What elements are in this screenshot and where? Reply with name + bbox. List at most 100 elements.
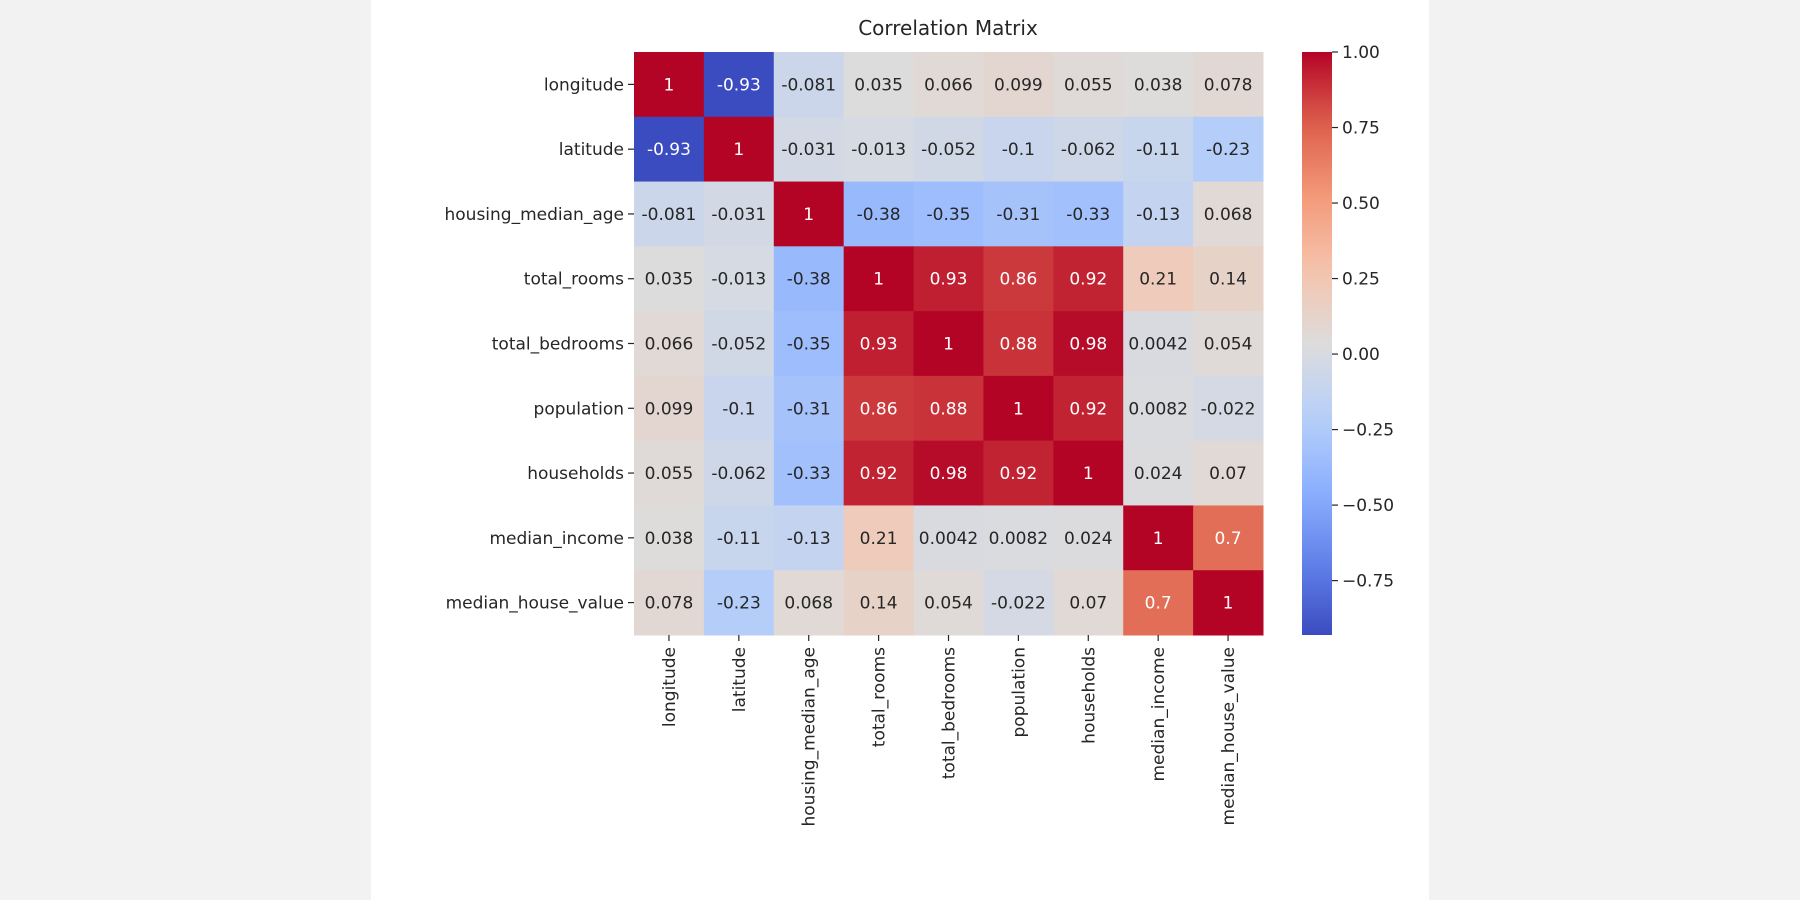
colorbar-tick-label: −0.25 bbox=[1342, 421, 1394, 441]
heatmap-cell bbox=[1053, 181, 1124, 247]
cell-annotation: -0.11 bbox=[717, 529, 761, 549]
heatmap-cell bbox=[703, 570, 775, 636]
cell-annotation: 1 bbox=[1013, 399, 1024, 419]
cell-annotation: 0.88 bbox=[930, 399, 968, 419]
cell-annotation: 0.035 bbox=[645, 270, 694, 290]
cell-annotation: -0.35 bbox=[927, 205, 971, 225]
cell-annotation: 0.14 bbox=[860, 594, 898, 614]
cell-annotation: 0.038 bbox=[645, 529, 694, 549]
heatmap-cell bbox=[1053, 505, 1124, 571]
heatmap-cell bbox=[703, 52, 775, 118]
x-axis: longitude latitude housing_median_age total… bbox=[660, 635, 1239, 827]
cell-annotation: 1 bbox=[1153, 529, 1164, 549]
cell-annotation: -0.93 bbox=[717, 75, 761, 95]
heatmap-cell bbox=[634, 181, 705, 247]
heatmap-cell bbox=[1123, 116, 1194, 183]
heatmap-cell bbox=[843, 52, 915, 118]
heatmap-cell bbox=[1193, 440, 1264, 506]
cell-annotation: -0.052 bbox=[711, 335, 766, 355]
y-tick-label: longitude bbox=[544, 75, 624, 95]
heatmap-cell bbox=[703, 440, 775, 506]
cell-annotation: 0.066 bbox=[645, 335, 694, 355]
heatmap-cell bbox=[703, 311, 775, 377]
heatmap-cell bbox=[1193, 52, 1264, 118]
heatmap-cell bbox=[1123, 570, 1194, 636]
cell-annotation: -0.031 bbox=[781, 140, 836, 160]
cell-annotation: 0.21 bbox=[1139, 270, 1177, 290]
heatmap-cell bbox=[843, 181, 915, 247]
heatmap-cell bbox=[634, 116, 705, 183]
heatmap-cell bbox=[1193, 246, 1264, 312]
heatmap-cell bbox=[773, 116, 845, 183]
heatmap-cell bbox=[703, 505, 775, 571]
heatmap-cell bbox=[913, 52, 984, 118]
heatmap-cell bbox=[703, 181, 775, 247]
cell-annotation: -0.33 bbox=[1066, 205, 1110, 225]
heatmap-cell bbox=[843, 570, 915, 636]
heatmap-cell bbox=[634, 311, 705, 377]
heatmap-cell bbox=[1053, 440, 1124, 506]
x-tick-label: households bbox=[1079, 647, 1099, 744]
cell-annotation: -0.11 bbox=[1136, 140, 1180, 160]
heatmap-cell bbox=[1193, 505, 1264, 571]
cell-annotation: 0.054 bbox=[1204, 335, 1253, 355]
heatmap-cell bbox=[634, 570, 705, 636]
heatmap-cell bbox=[1193, 570, 1264, 636]
heatmap-cell bbox=[1053, 570, 1124, 636]
cell-annotation: -0.38 bbox=[787, 270, 831, 290]
cell-annotation: -0.23 bbox=[717, 594, 761, 614]
heatmap-cell bbox=[1123, 505, 1194, 571]
y-tick-label: total_rooms bbox=[524, 270, 624, 290]
cell-annotation: 0.21 bbox=[860, 529, 898, 549]
cell-annotation: 0.93 bbox=[930, 270, 968, 290]
cell-annotation: -0.23 bbox=[1206, 140, 1250, 160]
x-tick-label: median_house_value bbox=[1219, 647, 1239, 825]
cell-annotation: -0.022 bbox=[1201, 399, 1256, 419]
cell-annotation: 0.92 bbox=[860, 464, 898, 484]
heatmap-cell bbox=[1123, 311, 1194, 377]
cell-annotation: 0.92 bbox=[1069, 399, 1107, 419]
heatmap-cell bbox=[1193, 181, 1264, 247]
colorbar-tick-label: −0.75 bbox=[1342, 572, 1394, 592]
heatmap-cell bbox=[773, 375, 845, 442]
heatmap-cell bbox=[843, 116, 915, 183]
cell-annotation: -0.31 bbox=[996, 205, 1040, 225]
x-tick-label: longitude bbox=[660, 647, 680, 727]
y-axis: longitude latitude housing_median_agetotal… bbox=[445, 75, 634, 614]
heatmap-cell bbox=[913, 375, 984, 442]
y-tick-label: median_house_value bbox=[446, 594, 624, 614]
x-tick-label: total_rooms bbox=[870, 647, 890, 747]
colorbar-tick-label: 0.75 bbox=[1342, 119, 1380, 139]
heatmap-cell bbox=[983, 440, 1054, 506]
cell-annotation: -0.13 bbox=[1136, 205, 1180, 225]
heatmap-cell bbox=[983, 181, 1054, 247]
cell-annotation: 0.099 bbox=[645, 399, 694, 419]
heatmap-cell bbox=[983, 52, 1054, 118]
cell-annotation: 0.07 bbox=[1069, 594, 1107, 614]
heatmap-cell bbox=[1053, 246, 1124, 312]
heatmap-cell bbox=[1123, 440, 1194, 506]
cell-annotation: 0.024 bbox=[1134, 464, 1183, 484]
cell-annotation: 0.7 bbox=[1215, 529, 1242, 549]
cell-annotation: -0.081 bbox=[781, 75, 836, 95]
cell-annotation: 0.054 bbox=[924, 594, 973, 614]
heatmap-cell bbox=[703, 246, 775, 312]
heatmap-cell bbox=[1193, 375, 1264, 442]
heatmap-cell bbox=[843, 375, 915, 442]
cell-annotation: -0.93 bbox=[647, 140, 691, 160]
y-tick-label: population bbox=[534, 399, 624, 419]
heatmap-cell bbox=[983, 311, 1054, 377]
heatmap-cell bbox=[1193, 116, 1264, 183]
cell-annotation: 0.88 bbox=[999, 335, 1037, 355]
cell-annotation: 0.86 bbox=[999, 270, 1037, 290]
cell-annotation: 0.07 bbox=[1209, 464, 1247, 484]
cell-annotation: 0.038 bbox=[1134, 75, 1183, 95]
heatmap-cell bbox=[1053, 311, 1124, 377]
heatmap-cell bbox=[773, 440, 845, 506]
y-tick-label: households bbox=[527, 464, 624, 484]
heatmap-cell bbox=[1123, 52, 1194, 118]
cell-annotation: 0.98 bbox=[1069, 335, 1107, 355]
heatmap-cell bbox=[843, 246, 915, 312]
cell-annotation: -0.081 bbox=[642, 205, 697, 225]
